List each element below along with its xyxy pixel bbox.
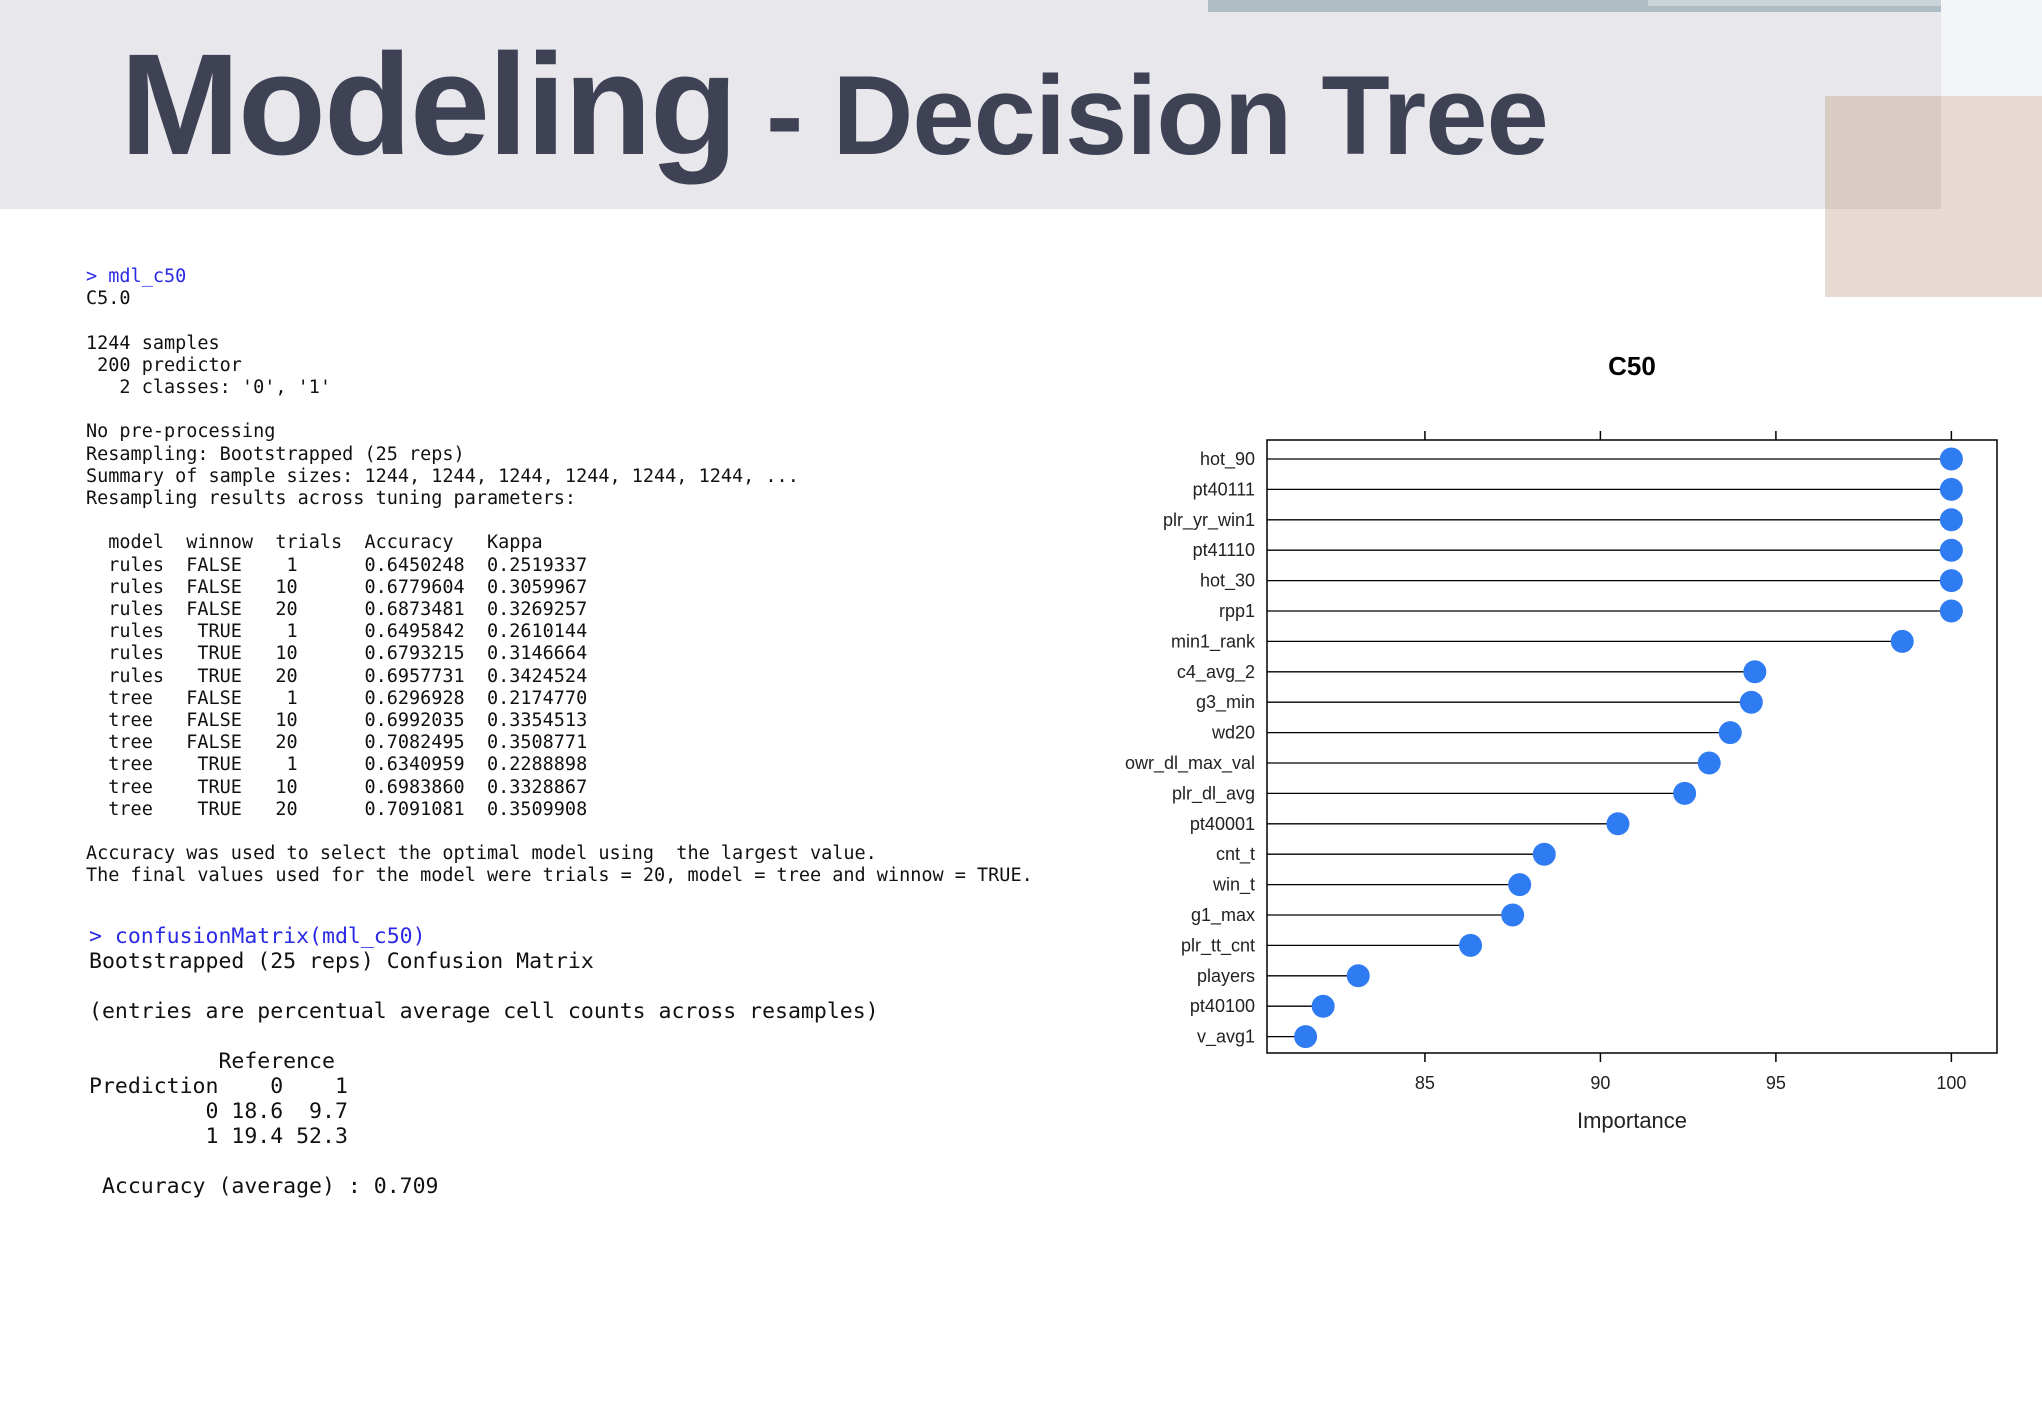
slide-title: Modeling - Decision Tree — [120, 22, 1549, 188]
y-category-label: pt40111 — [1193, 479, 1255, 499]
console-command-mdl-c50: > mdl_c50 — [86, 266, 187, 287]
data-point — [1311, 994, 1335, 1018]
y-category-label: pt40001 — [1190, 814, 1255, 834]
x-tick-label: 100 — [1936, 1073, 1966, 1093]
data-point — [1939, 599, 1963, 623]
x-tick-label: 95 — [1766, 1073, 1786, 1093]
data-point — [1697, 751, 1721, 775]
console-model-output: > mdl_c50 C5.0 1244 samples 200 predicto… — [86, 266, 1033, 888]
y-category-label: win_t — [1212, 875, 1255, 896]
chart-title: C50 — [1608, 351, 1656, 381]
slide-title-main: Modeling — [120, 24, 738, 185]
y-category-label: plr_yr_win1 — [1163, 510, 1255, 531]
data-point — [1346, 964, 1370, 988]
data-point — [1718, 721, 1742, 745]
y-category-label: g1_max — [1191, 905, 1255, 926]
data-point — [1294, 1025, 1318, 1049]
data-point — [1743, 660, 1767, 684]
data-point — [1939, 477, 1963, 501]
y-category-label: owr_dl_max_val — [1125, 753, 1255, 774]
y-category-label: wd20 — [1211, 723, 1255, 743]
data-point — [1606, 812, 1630, 836]
data-point — [1673, 781, 1697, 805]
data-point — [1459, 933, 1483, 957]
y-category-label: plr_dl_avg — [1172, 783, 1255, 804]
x-tick-label: 85 — [1415, 1073, 1435, 1093]
y-category-label: plr_tt_cnt — [1181, 935, 1255, 956]
data-point — [1890, 629, 1914, 653]
y-category-label: pt41110 — [1193, 540, 1255, 560]
data-point — [1939, 569, 1963, 593]
data-point — [1501, 903, 1525, 927]
data-point — [1939, 508, 1963, 532]
data-point — [1508, 873, 1532, 897]
importance-dot-chart: C50 85 90 95 100 Importance hot_90 pt40111 plr_y… — [1125, 351, 1998, 1133]
console-command-confusion-matrix: > confusionMatrix(mdl_c50) — [89, 924, 426, 949]
y-category-label: g3_min — [1196, 692, 1255, 713]
x-tick-label: 90 — [1590, 1073, 1610, 1093]
data-point — [1939, 538, 1963, 562]
y-category-label: c4_avg_2 — [1177, 662, 1255, 683]
y-category-label: cnt_t — [1216, 844, 1255, 865]
y-category-label: v_avg1 — [1197, 1027, 1255, 1048]
data-point — [1939, 447, 1963, 471]
slide-title-rest: - Decision Tree — [735, 53, 1549, 178]
y-category-label: hot_90 — [1200, 449, 1255, 470]
console-confusion-output: > confusionMatrix(mdl_c50) Bootstrapped … — [89, 924, 879, 1199]
data-point — [1532, 842, 1556, 866]
decorative-right-strip — [1941, 0, 2042, 96]
y-category-label: hot_30 — [1200, 571, 1255, 592]
console-model-lines: C5.0 1244 samples 200 predictor 2 classe… — [86, 288, 1033, 887]
y-category-label: players — [1197, 966, 1255, 986]
decorative-corner-overlap — [1825, 96, 1941, 209]
y-category-label: pt40100 — [1190, 996, 1255, 1016]
y-category-label: min1_rank — [1171, 631, 1256, 652]
plot-frame — [1266, 439, 1998, 1054]
decorative-top-bar-light — [1648, 0, 2042, 6]
y-category-label: rpp1 — [1219, 601, 1255, 621]
header-band — [0, 0, 1941, 209]
x-axis-title: Importance — [1577, 1108, 1687, 1133]
console-confusion-lines: Bootstrapped (25 reps) Confusion Matrix … — [89, 949, 879, 1199]
data-point — [1739, 690, 1763, 714]
